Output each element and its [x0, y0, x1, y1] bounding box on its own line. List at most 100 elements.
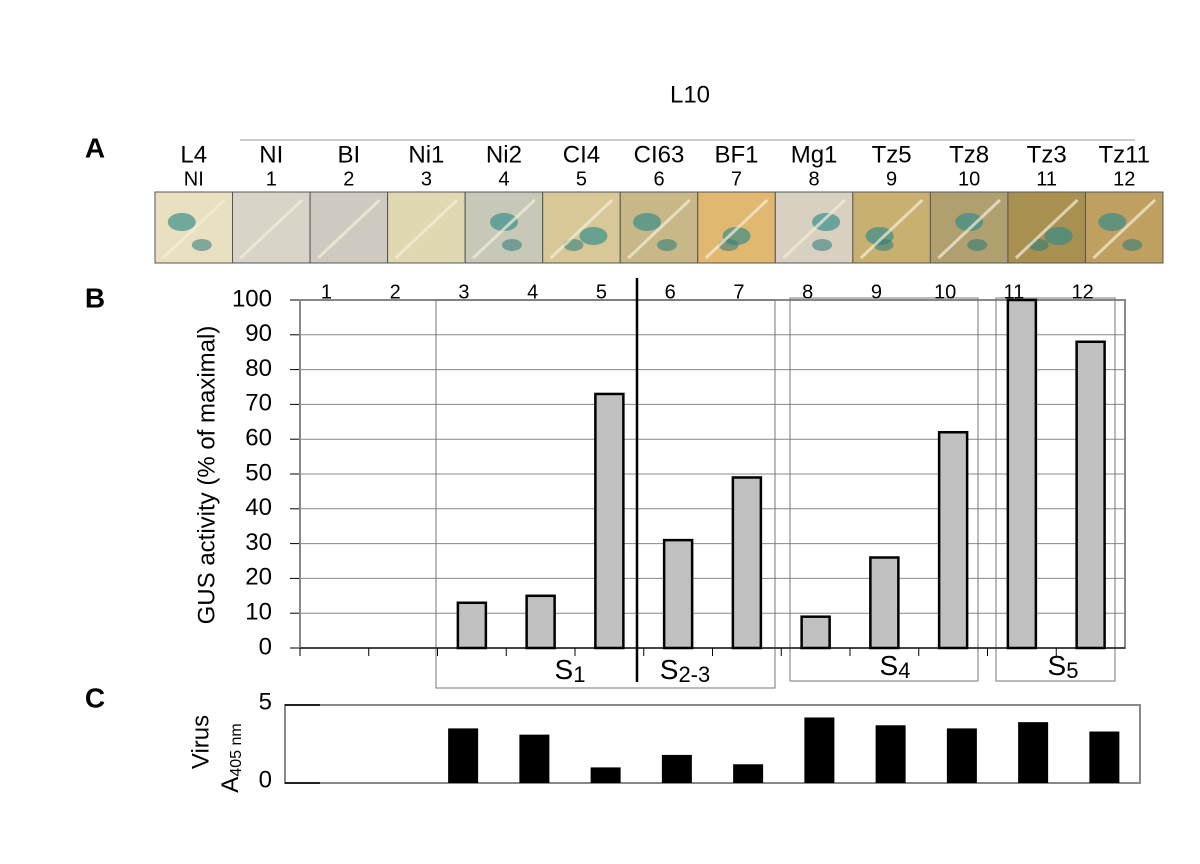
leaf-vein	[161, 198, 226, 260]
leaf-vein	[1092, 198, 1157, 260]
column-label: Tz5	[872, 141, 912, 168]
bar	[661, 754, 692, 783]
bar	[1018, 722, 1049, 783]
x-tick-label: 12	[1072, 281, 1094, 303]
y-tick-label: 70	[245, 390, 272, 417]
panel-label: C	[85, 682, 105, 713]
column-number: 10	[958, 168, 980, 190]
column-number: 12	[1113, 168, 1135, 190]
column-label: BF1	[715, 141, 759, 168]
x-tick-label: 5	[596, 281, 607, 303]
group-label: L10	[670, 81, 710, 108]
column-label: Ni1	[408, 141, 444, 168]
group-box	[435, 299, 776, 689]
column-label: L4	[180, 141, 207, 168]
y-tick-label: 5	[259, 688, 272, 715]
gus-stain	[191, 239, 212, 251]
bar	[525, 594, 556, 650]
y-tick-label: 90	[245, 320, 272, 347]
column-label: Mg1	[791, 141, 838, 168]
group-subscript: 4	[898, 658, 910, 683]
group-letter: S	[1048, 650, 1067, 681]
gus-stain	[967, 239, 988, 251]
y-tick-label: 10	[245, 599, 272, 626]
leaf-vein	[1014, 198, 1079, 260]
bar	[456, 601, 488, 650]
x-tick-label: 10	[934, 281, 956, 303]
y-tick-label: 30	[245, 529, 272, 556]
group-subscript: 5	[1066, 658, 1078, 683]
group-subscript: 2-3	[678, 662, 710, 687]
gus-stain	[167, 213, 196, 231]
group-label: S2-3	[660, 654, 710, 686]
column-number: 2	[343, 168, 354, 190]
y-tick-label: 100	[232, 285, 272, 312]
leaf-vein	[472, 198, 536, 260]
leaf-vein	[317, 198, 381, 260]
column-number: 1	[266, 168, 277, 190]
column-label: CI4	[563, 141, 600, 168]
bar	[875, 725, 906, 783]
group-letter: S	[660, 654, 679, 685]
leaf-vein	[549, 198, 614, 260]
gus-stain	[501, 239, 522, 251]
x-tick-label: 9	[871, 281, 882, 303]
y-tick-label: 50	[245, 459, 272, 486]
leaf-vein	[627, 198, 691, 260]
column-number: 8	[809, 168, 820, 190]
gus-stain	[1044, 227, 1073, 245]
y-tick-label: 80	[245, 355, 272, 382]
bar	[937, 430, 969, 650]
bar	[1089, 731, 1120, 783]
y-tick-label: 40	[245, 494, 272, 521]
gus-stain	[489, 213, 518, 231]
column-number: 6	[653, 168, 664, 190]
x-tick-label: 1	[321, 281, 332, 303]
leaf-vein	[937, 198, 1001, 260]
group-subscript: 1	[573, 662, 585, 687]
panel-label: B	[85, 282, 105, 313]
bar	[594, 392, 625, 650]
column-number: NI	[184, 168, 204, 190]
column-label: Tz3	[1027, 141, 1067, 168]
column-number: 11	[1036, 168, 1057, 190]
x-tick-label: 7	[733, 281, 744, 303]
x-tick-label: 8	[802, 281, 813, 303]
bar	[1006, 298, 1038, 650]
column-label: Tz11	[1098, 141, 1150, 168]
bar	[448, 728, 479, 783]
column-label: NI	[259, 141, 283, 168]
y-tick-label: 0	[259, 766, 272, 793]
gus-stain	[812, 239, 833, 251]
leaf-vein	[704, 198, 769, 260]
leaf-vein	[859, 198, 924, 260]
y-axis-label: Virus	[187, 715, 214, 769]
x-tick-label: 3	[458, 281, 469, 303]
y-tick-label: 60	[245, 425, 272, 452]
group-letter: S	[880, 650, 899, 681]
y-tick-label: 0	[259, 633, 272, 660]
x-tick-label: 11	[1003, 281, 1024, 303]
group-box	[789, 297, 979, 682]
bar	[731, 476, 763, 650]
bar	[662, 538, 694, 650]
gus-stain	[633, 213, 661, 231]
bar	[800, 615, 831, 650]
y-tick-label: 20	[245, 564, 272, 591]
gus-stain	[579, 227, 608, 245]
bar	[1075, 340, 1106, 650]
y-axis-label-unit: A405 nm	[217, 723, 245, 792]
x-tick-label: 6	[665, 281, 676, 303]
column-number: 3	[421, 168, 432, 190]
x-tick-label: 4	[527, 281, 538, 303]
leaf-vein	[239, 198, 304, 260]
group-letter: S	[555, 654, 574, 685]
x-tick-label: 2	[390, 281, 401, 303]
column-label: Tz8	[949, 141, 989, 168]
column-number: 9	[886, 168, 897, 190]
bar	[946, 728, 977, 783]
column-number: 5	[576, 168, 587, 190]
column-label: BI	[338, 141, 361, 168]
bar	[519, 734, 550, 783]
